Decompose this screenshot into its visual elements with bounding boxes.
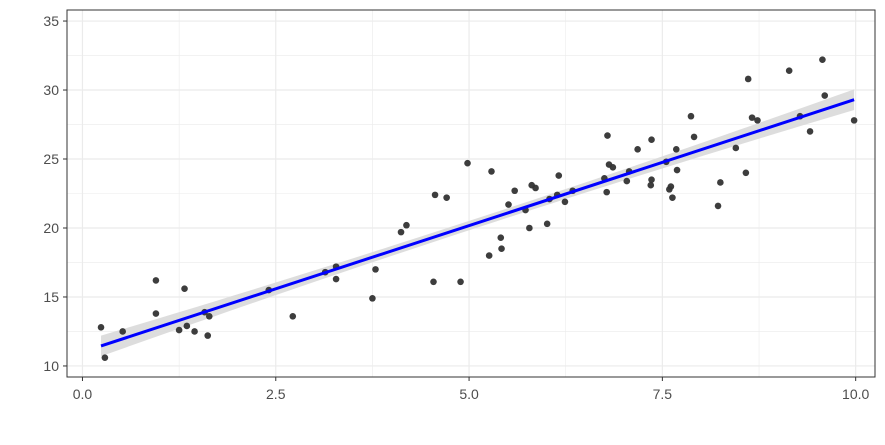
data-point (526, 224, 533, 232)
data-point (152, 277, 160, 284)
data-point (181, 285, 188, 292)
data-point (443, 194, 450, 201)
data-point (175, 326, 183, 334)
data-point (511, 187, 518, 195)
data-point (647, 181, 655, 189)
x-tick-label: 2.5 (266, 386, 286, 402)
data-point (430, 278, 437, 286)
data-point (369, 295, 376, 302)
x-tick-label: 0.0 (73, 386, 93, 402)
regression-line-path (100, 98, 855, 348)
data-point (543, 220, 551, 228)
x-axis: 0.0 2.5 5.0 7.5 10.0 (73, 377, 870, 402)
data-point (183, 322, 191, 330)
y-tick-label: 10 (43, 358, 59, 374)
y-tick-label: 15 (43, 289, 59, 305)
y-tick-label: 30 (43, 82, 59, 98)
data-point (372, 266, 379, 273)
data-point (204, 332, 212, 339)
data-point (648, 136, 655, 143)
data-point (532, 184, 539, 192)
data-point (485, 252, 493, 259)
data-point (498, 245, 505, 252)
y-axis: 10 15 20 25 30 35 (43, 13, 67, 374)
x-tick-label: 7.5 (653, 386, 673, 402)
data-point (806, 128, 814, 135)
x-tick-label: 5.0 (459, 386, 479, 402)
data-point (488, 168, 495, 175)
data-point (609, 163, 617, 171)
data-point (742, 169, 750, 177)
data-point (623, 177, 631, 185)
data-point (821, 92, 829, 99)
data-point (152, 310, 160, 317)
data-point (97, 324, 105, 331)
data-point (561, 198, 569, 206)
data-point (101, 354, 109, 361)
data-point (403, 221, 410, 229)
data-point (690, 133, 698, 141)
data-point (289, 312, 297, 320)
panel-border (66, 9, 876, 378)
data-point (497, 234, 505, 241)
data-point (673, 166, 681, 174)
data-point (634, 146, 641, 153)
data-point (119, 328, 126, 335)
y-tick-label: 35 (43, 13, 59, 29)
data-point (748, 114, 756, 121)
data-point (754, 117, 761, 124)
regression-line (100, 98, 855, 348)
data-point (505, 201, 512, 208)
data-point (744, 75, 752, 83)
data-point (785, 67, 793, 75)
data-point (714, 202, 722, 210)
data-point (819, 56, 826, 63)
x-tick-label: 10.0 (842, 386, 869, 402)
data-point (850, 117, 858, 124)
data-point (732, 144, 740, 152)
data-point (332, 275, 340, 283)
data-point (672, 146, 680, 153)
data-points (97, 56, 858, 361)
data-point (397, 228, 405, 236)
data-point (669, 194, 676, 201)
data-point (464, 159, 471, 167)
data-point (648, 176, 655, 184)
y-tick-label: 20 (43, 220, 59, 236)
data-point (431, 191, 439, 199)
data-point (555, 172, 563, 179)
data-point (604, 132, 611, 139)
data-point (457, 278, 464, 286)
y-tick-label: 25 (43, 151, 59, 167)
data-point (717, 179, 724, 186)
data-point (667, 183, 675, 190)
data-point (687, 112, 695, 120)
data-point (205, 312, 213, 320)
data-point (191, 328, 198, 335)
data-point (603, 188, 610, 196)
